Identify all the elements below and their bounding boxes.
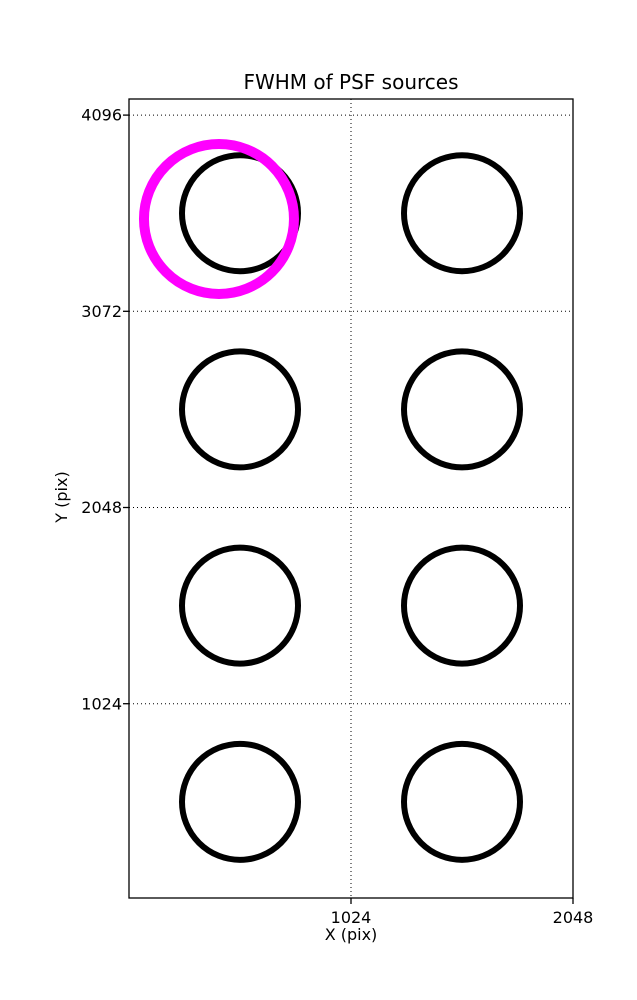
y-tick-label: 2048	[81, 498, 122, 517]
y-tick-label: 1024	[81, 694, 122, 713]
psf-sources-marker	[401, 740, 523, 863]
x-tick-label: 2048	[553, 908, 594, 927]
chart-title: FWHM of PSF sources	[243, 70, 459, 94]
x-axis-label: X (pix)	[324, 925, 378, 944]
psf-sources-marker	[401, 544, 523, 667]
psf-sources-marker	[401, 152, 523, 275]
axes-border	[128, 98, 574, 899]
psf-sources-marker	[401, 348, 523, 471]
x-tick-label: 1024	[331, 908, 372, 927]
y-tick-label: 4096	[81, 106, 122, 125]
psf-sources-marker	[179, 544, 301, 667]
psf-sources-marker	[179, 348, 301, 471]
y-tick-label: 3072	[81, 302, 122, 321]
psf-sources-marker	[179, 740, 301, 863]
highlighted-source-marker	[138, 138, 299, 299]
